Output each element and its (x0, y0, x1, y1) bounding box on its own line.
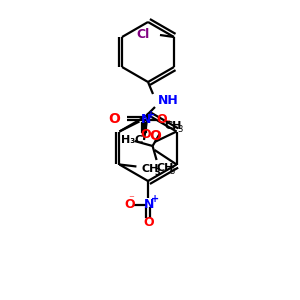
Text: Cl: Cl (137, 28, 150, 40)
Text: CH: CH (157, 163, 174, 173)
Text: O: O (149, 129, 161, 143)
Text: N: N (140, 113, 151, 126)
Text: 3: 3 (178, 124, 183, 134)
Text: O: O (143, 217, 154, 230)
Text: +: + (147, 110, 155, 119)
Text: CH: CH (141, 164, 159, 175)
Text: O: O (156, 113, 167, 126)
Text: NH: NH (158, 94, 179, 106)
Text: O: O (124, 199, 135, 212)
Text: ⁻: ⁻ (164, 118, 170, 128)
Text: H₃C: H₃C (121, 135, 143, 145)
Text: O: O (140, 128, 151, 141)
Text: ⁻: ⁻ (128, 194, 134, 204)
Text: 3: 3 (169, 167, 175, 176)
Text: O: O (108, 112, 120, 126)
Text: N: N (144, 199, 154, 212)
Text: CH: CH (165, 121, 182, 131)
Text: +: + (151, 194, 159, 204)
Text: 3: 3 (154, 168, 160, 177)
